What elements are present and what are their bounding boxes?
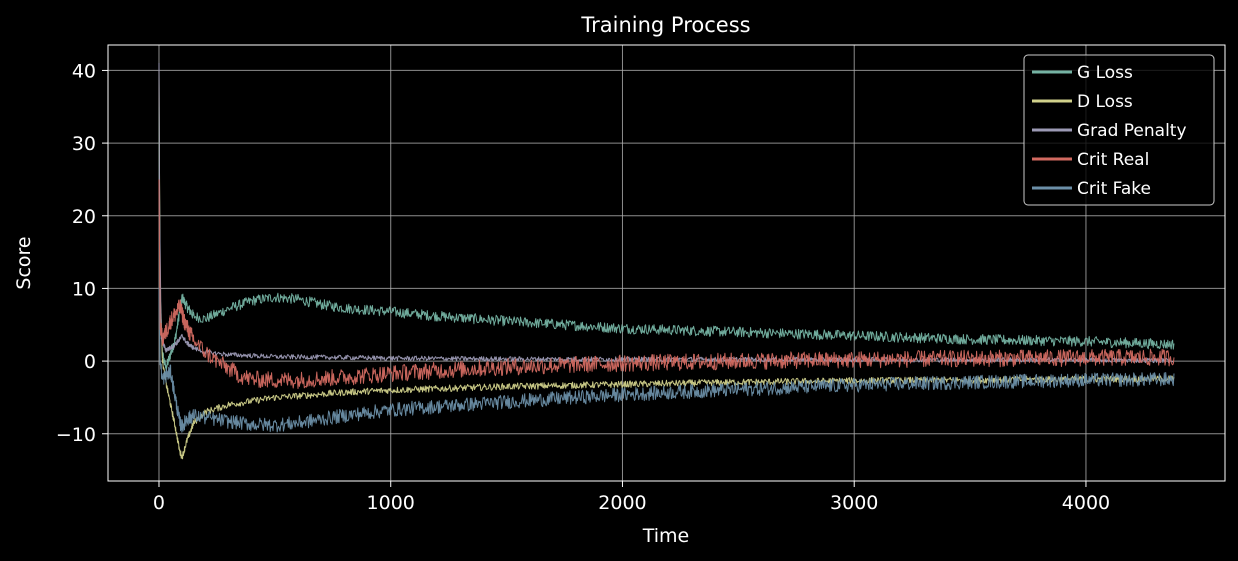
- series-line-crit-real: [158, 179, 1175, 389]
- legend-label: D Loss: [1077, 92, 1133, 112]
- y-axis-label: Score: [13, 236, 35, 289]
- x-axis-label: Time: [642, 525, 690, 547]
- series-group: [158, 62, 1175, 460]
- series-line-d-loss: [158, 70, 1175, 460]
- y-axis-ticks: −10 0 10 20 30 40: [56, 60, 108, 446]
- x-tick-label: 3000: [830, 492, 878, 514]
- y-tick-label: 0: [84, 351, 96, 373]
- series-line-g-loss: [158, 106, 1175, 372]
- y-tick-label: −10: [56, 424, 96, 446]
- y-tick-label: 20: [72, 206, 96, 228]
- x-tick-label: 0: [153, 492, 165, 514]
- legend-label: Grad Penalty: [1077, 121, 1187, 141]
- legend: G Loss D Loss Grad Penalty Crit Real Crit Fa…: [1023, 54, 1215, 206]
- legend-label: Crit Real: [1077, 150, 1149, 170]
- legend-box: [1023, 54, 1215, 206]
- y-tick-label: 40: [72, 60, 96, 82]
- x-tick-label: 4000: [1062, 492, 1110, 514]
- legend-label: Crit Fake: [1077, 179, 1151, 199]
- y-tick-label: 10: [72, 278, 96, 300]
- x-tick-label: 1000: [367, 492, 415, 514]
- x-axis-ticks: 0 1000 2000 3000 4000: [153, 481, 1110, 514]
- series-line-crit-fake: [158, 287, 1175, 433]
- chart-title: Training Process: [580, 13, 750, 37]
- legend-label: G Loss: [1077, 63, 1133, 83]
- x-tick-label: 2000: [598, 492, 646, 514]
- y-tick-label: 30: [72, 133, 96, 155]
- plot-frame: [107, 44, 1226, 482]
